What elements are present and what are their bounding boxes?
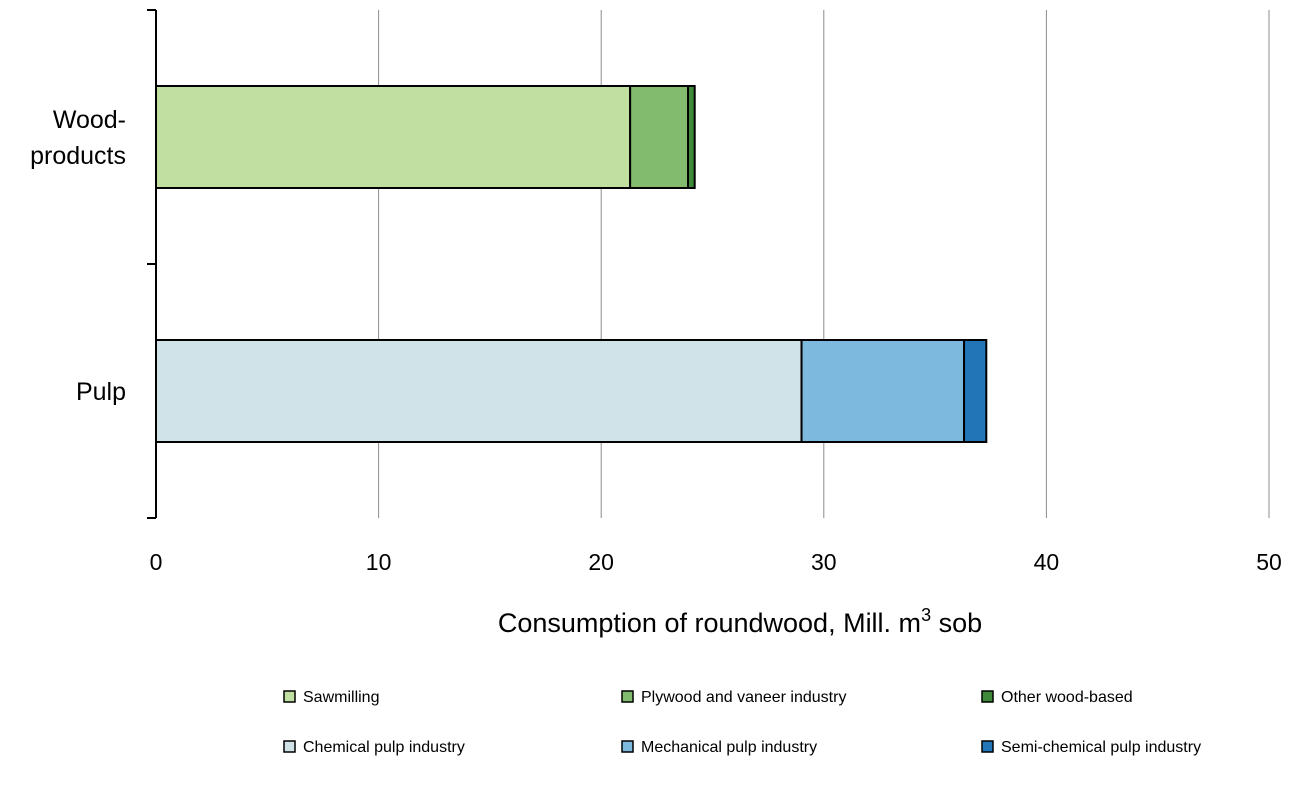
x-tick-label: 10: [366, 549, 392, 575]
y-axis: [147, 10, 156, 518]
legend-label: Sawmilling: [303, 689, 379, 706]
x-tick-label: 50: [1256, 549, 1282, 575]
category-label: Pulp: [76, 378, 126, 406]
x-axis-title: Consumption of roundwood, Mill. m3 sob: [498, 605, 982, 638]
legend-label: Plywood and vaneer industry: [641, 689, 846, 706]
category-label: Wood-products: [30, 106, 126, 170]
bar-segment: [688, 86, 695, 188]
legend-swatch: [284, 741, 295, 752]
x-tick-label: 0: [150, 549, 163, 575]
x-tick-label: 40: [1034, 549, 1060, 575]
bar-segment: [156, 340, 802, 442]
bar-segment: [630, 86, 688, 188]
legend-swatch: [982, 691, 993, 702]
bar-segment: [802, 340, 964, 442]
bar-segment: [156, 86, 630, 188]
legend-swatch: [982, 741, 993, 752]
legend-label: Chemical pulp industry: [303, 739, 465, 756]
legend-swatch: [622, 691, 633, 702]
x-tick-label: 30: [811, 549, 837, 575]
legend: Sawmilling Plywood and vaneer industry Oth…: [284, 689, 1201, 756]
legend-swatch: [284, 691, 295, 702]
x-tick-label: 20: [588, 549, 614, 575]
legend-label: Semi-chemical pulp industry: [1001, 739, 1201, 756]
bars: [156, 86, 986, 442]
legend-label: Other wood-based: [1001, 689, 1133, 706]
legend-label: Mechanical pulp industry: [641, 739, 817, 756]
legend-swatch: [622, 741, 633, 752]
category-labels: Wood-products Pulp: [30, 106, 126, 406]
x-tick-labels: 0 10 20 30 40 50: [150, 549, 1282, 575]
bar-segment: [964, 340, 986, 442]
